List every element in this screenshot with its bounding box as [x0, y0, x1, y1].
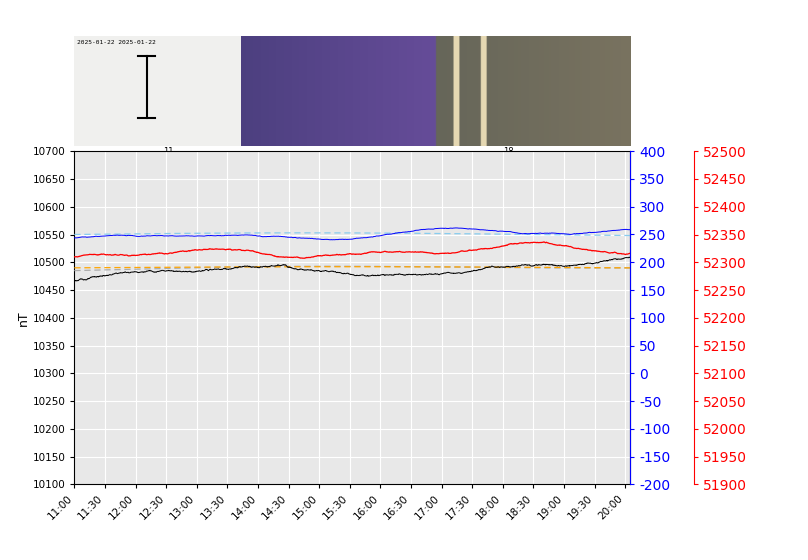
- Text: 11: 11: [163, 147, 174, 156]
- Text: 2025-01-22 2025-01-22: 2025-01-22 2025-01-22: [77, 40, 156, 45]
- Bar: [74, 36, 241, 146]
- Text: Raw Kiruna magnetokeogram 2025-01-22 20:02:06, UTC: Raw Kiruna magnetokeogram 2025-01-22 20:…: [63, 11, 520, 27]
- Y-axis label: nT: nT: [17, 310, 30, 325]
- Text: 18: 18: [503, 147, 513, 156]
